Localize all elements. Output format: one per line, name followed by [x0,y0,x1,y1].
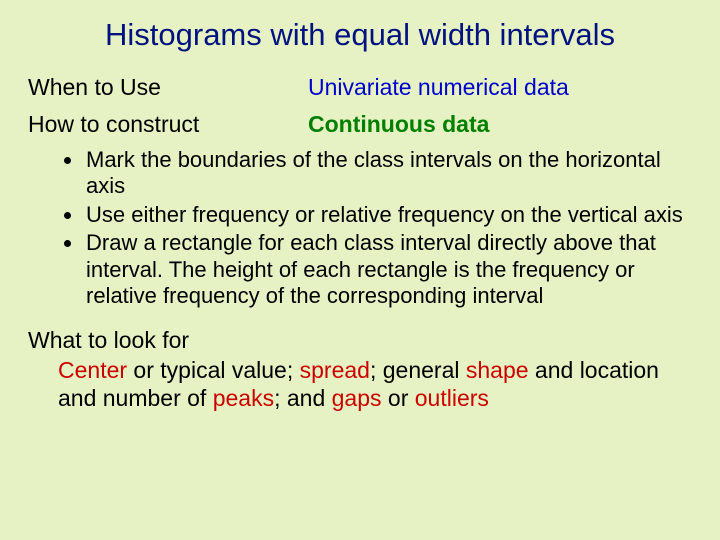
bullet-item: Use either frequency or relative frequen… [84,202,692,228]
keyword-center: Center [58,357,127,383]
what-to-look-for-text: Center or typical value; spread; general… [28,356,692,412]
when-to-use-value: Univariate numerical data [308,74,692,100]
lookfor-text: ; general [370,357,466,383]
lookfor-text: ; and [274,385,332,411]
construct-bullets: Mark the boundaries of the class interva… [28,147,692,309]
bullet-item: Mark the boundaries of the class interva… [84,147,692,200]
slide-title: Histograms with equal width intervals [28,18,692,52]
keyword-spread: spread [300,357,370,383]
row-how-to-construct: How to construct Continuous data [28,111,692,137]
how-to-construct-label: How to construct [28,111,308,137]
slide: Histograms with equal width intervals Wh… [0,0,720,540]
keyword-gaps: gaps [332,385,382,411]
lookfor-text: or typical value; [127,357,300,383]
keyword-outliers: outliers [415,385,489,411]
lookfor-text: or [382,385,415,411]
keyword-peaks: peaks [213,385,274,411]
keyword-shape: shape [466,357,529,383]
what-to-look-for-label: What to look for [28,327,692,354]
bullet-item: Draw a rectangle for each class interval… [84,230,692,309]
how-to-construct-value: Continuous data [308,111,692,137]
when-to-use-label: When to Use [28,74,308,100]
row-when-to-use: When to Use Univariate numerical data [28,74,692,100]
